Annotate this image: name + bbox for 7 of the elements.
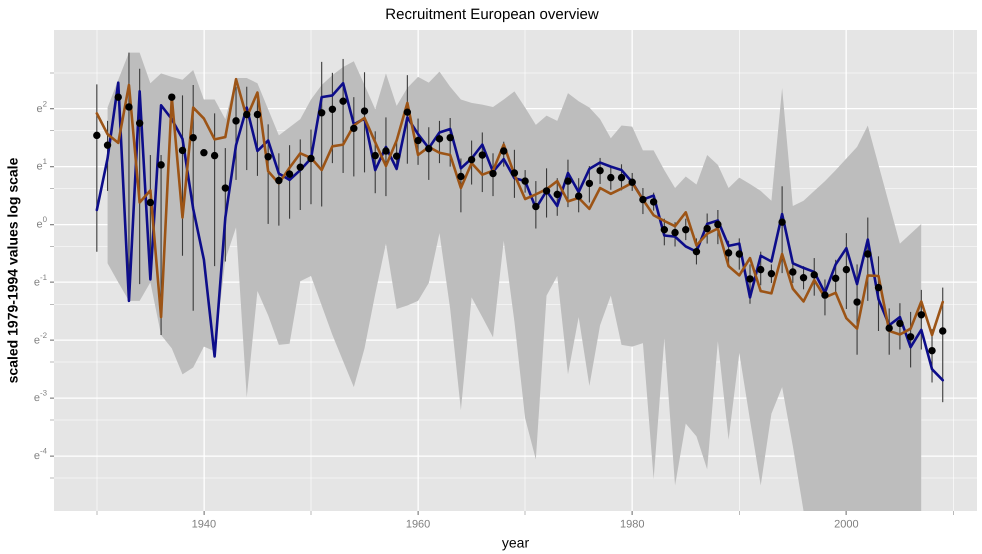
x-tick-label: 1940 (192, 518, 216, 531)
x-tick-label: 2000 (834, 518, 859, 531)
y-axis-title: scaled 1979-1994 values log scale (4, 157, 20, 384)
chart-title: Recruitment European overview (385, 6, 599, 24)
x-tick-label: 1960 (406, 518, 430, 531)
x-tick-label: 1980 (620, 518, 644, 531)
x-axis-title: year (502, 534, 530, 550)
